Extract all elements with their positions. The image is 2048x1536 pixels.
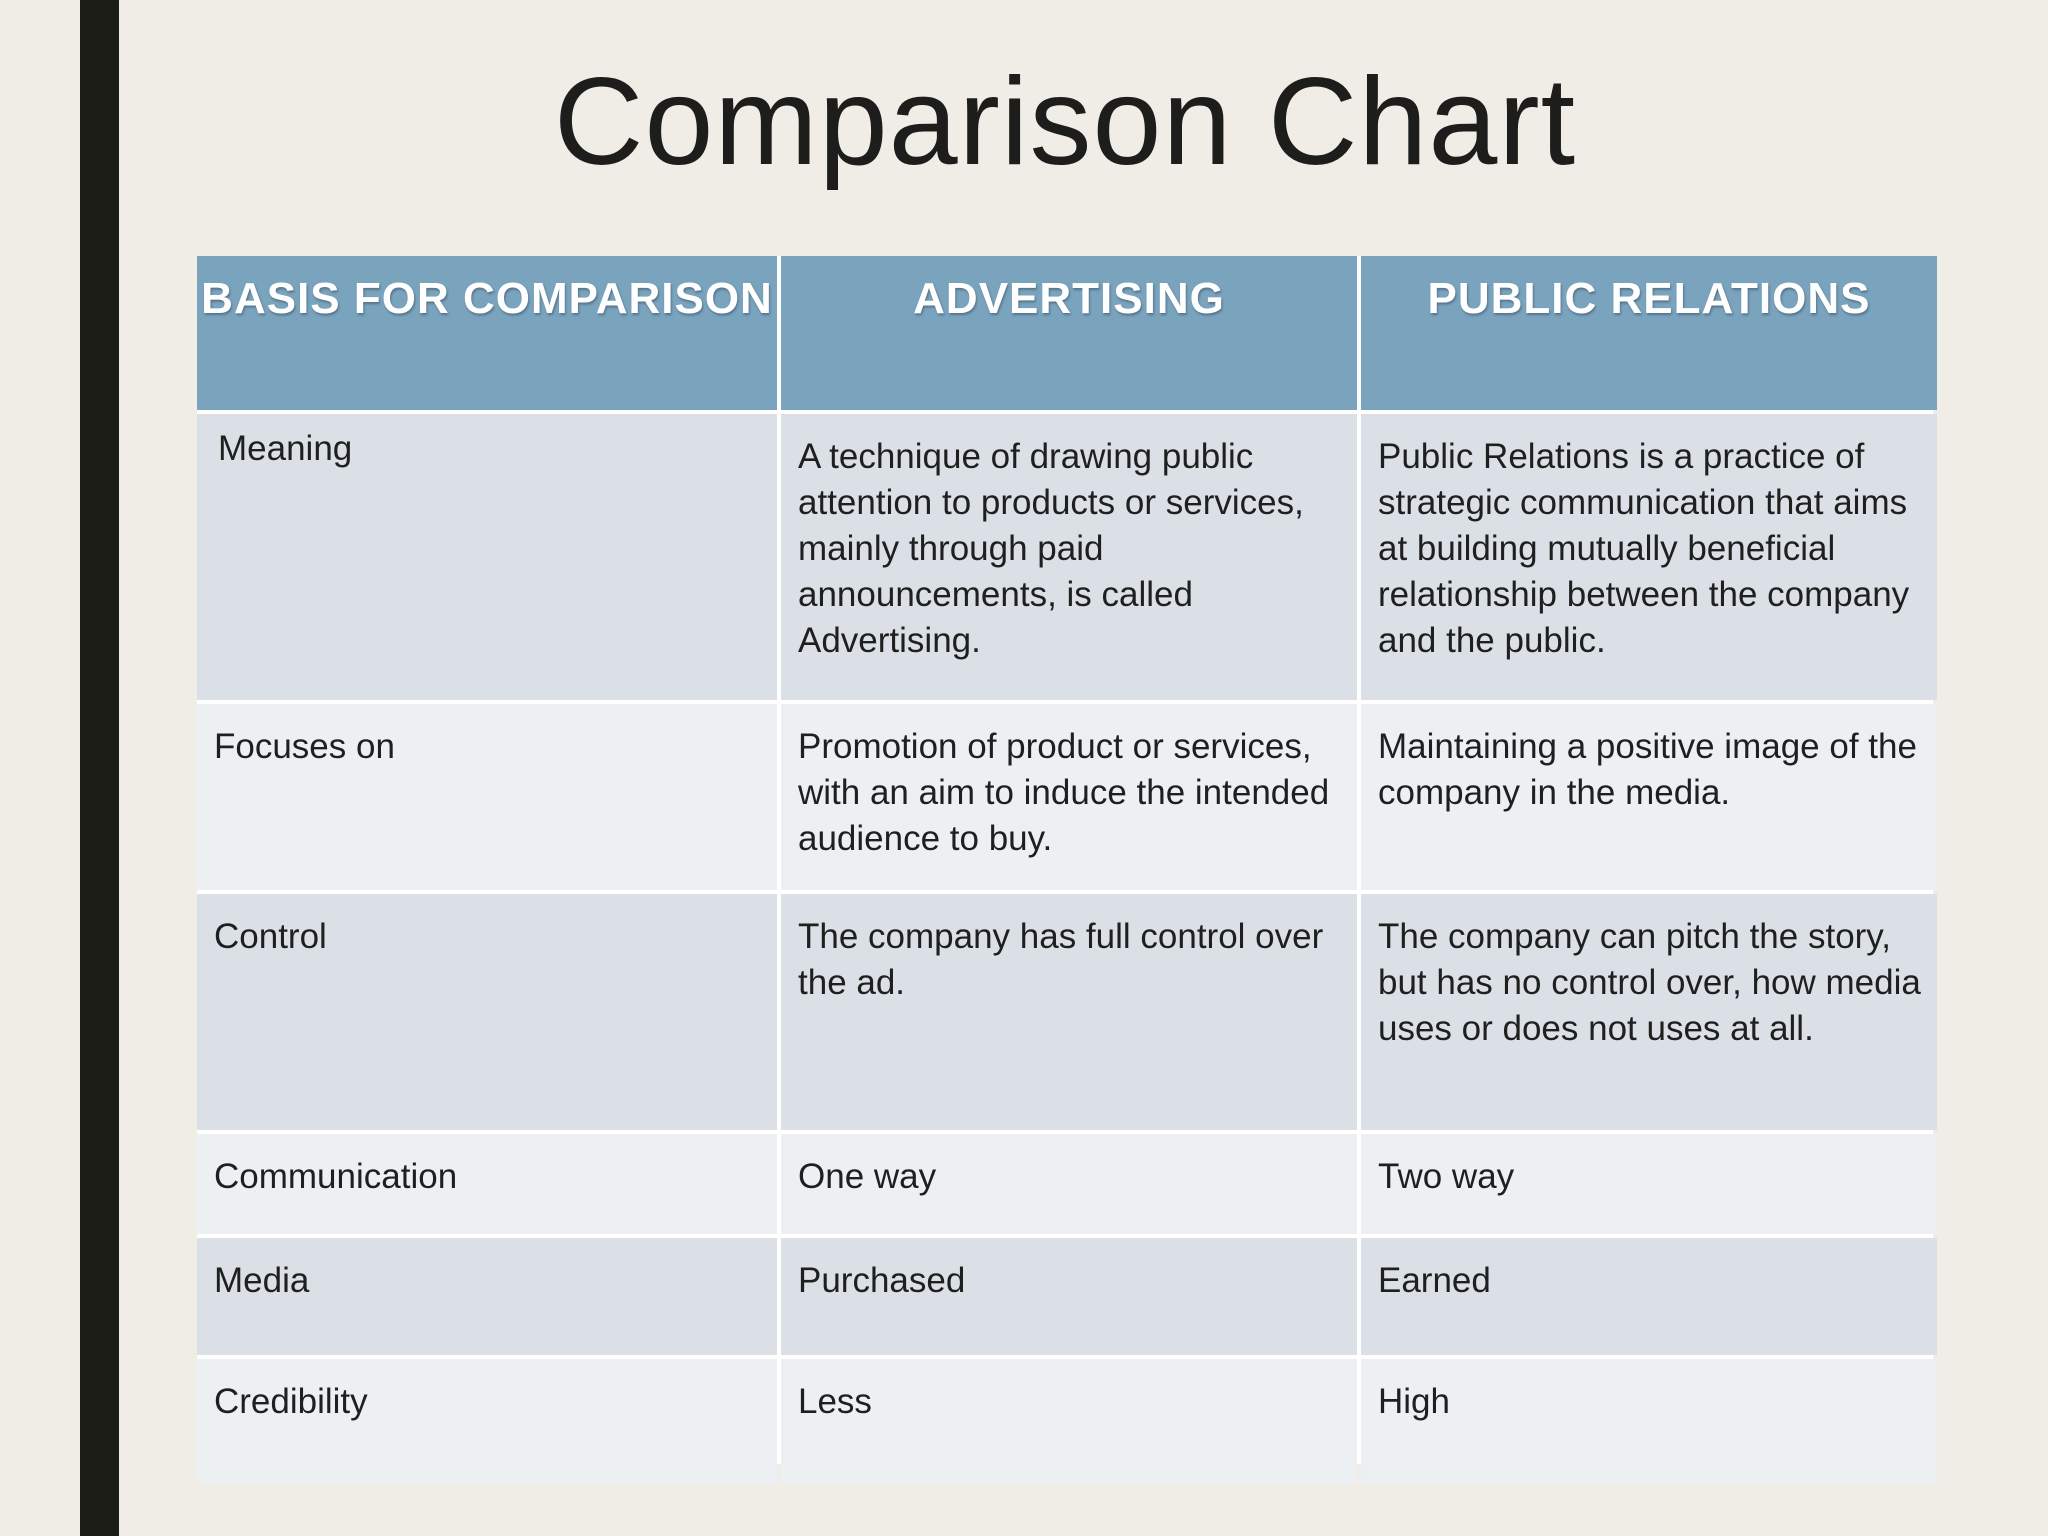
row-focuses-public-relations: Maintaining a positive image of the comp… [1361, 704, 1937, 890]
row-meaning-advertising: A technique of drawing public attention … [781, 414, 1357, 700]
row-control-advertising: The company has full control over the ad… [781, 894, 1357, 1130]
row-meaning-public-relations: Public Relations is a practice of strate… [1361, 414, 1937, 700]
row-communication-basis: Communication [197, 1134, 777, 1234]
row-control-public-relations: The company can pitch the story, but has… [1361, 894, 1937, 1130]
row-media-public-relations: Earned [1361, 1238, 1937, 1355]
slide-title: Comparison Chart [553, 53, 1577, 191]
row-media-basis: Media [197, 1238, 777, 1355]
row-media-advertising: Purchased [781, 1238, 1357, 1355]
row-credibility-public-relations: High [1361, 1359, 1937, 1484]
row-credibility-advertising: Less [781, 1359, 1357, 1484]
row-communication-advertising: One way [781, 1134, 1357, 1234]
row-focuses-advertising: Promotion of product or services, with a… [781, 704, 1357, 890]
header-basis: BASIS FOR COMPARISON [197, 256, 777, 410]
comparison-table: BASIS FOR COMPARISON ADVERTISING PUBLIC … [197, 256, 1937, 1484]
header-advertising: ADVERTISING [781, 256, 1357, 410]
header-public-relations: PUBLIC RELATIONS [1361, 256, 1937, 410]
row-meaning-basis: Meaning [197, 414, 777, 700]
row-focuses-basis: Focuses on [197, 704, 777, 890]
row-communication-public-relations: Two way [1361, 1134, 1937, 1234]
row-control-basis: Control [197, 894, 777, 1130]
row-credibility-basis: Credibility [197, 1359, 777, 1484]
left-accent-bar [80, 0, 119, 1536]
